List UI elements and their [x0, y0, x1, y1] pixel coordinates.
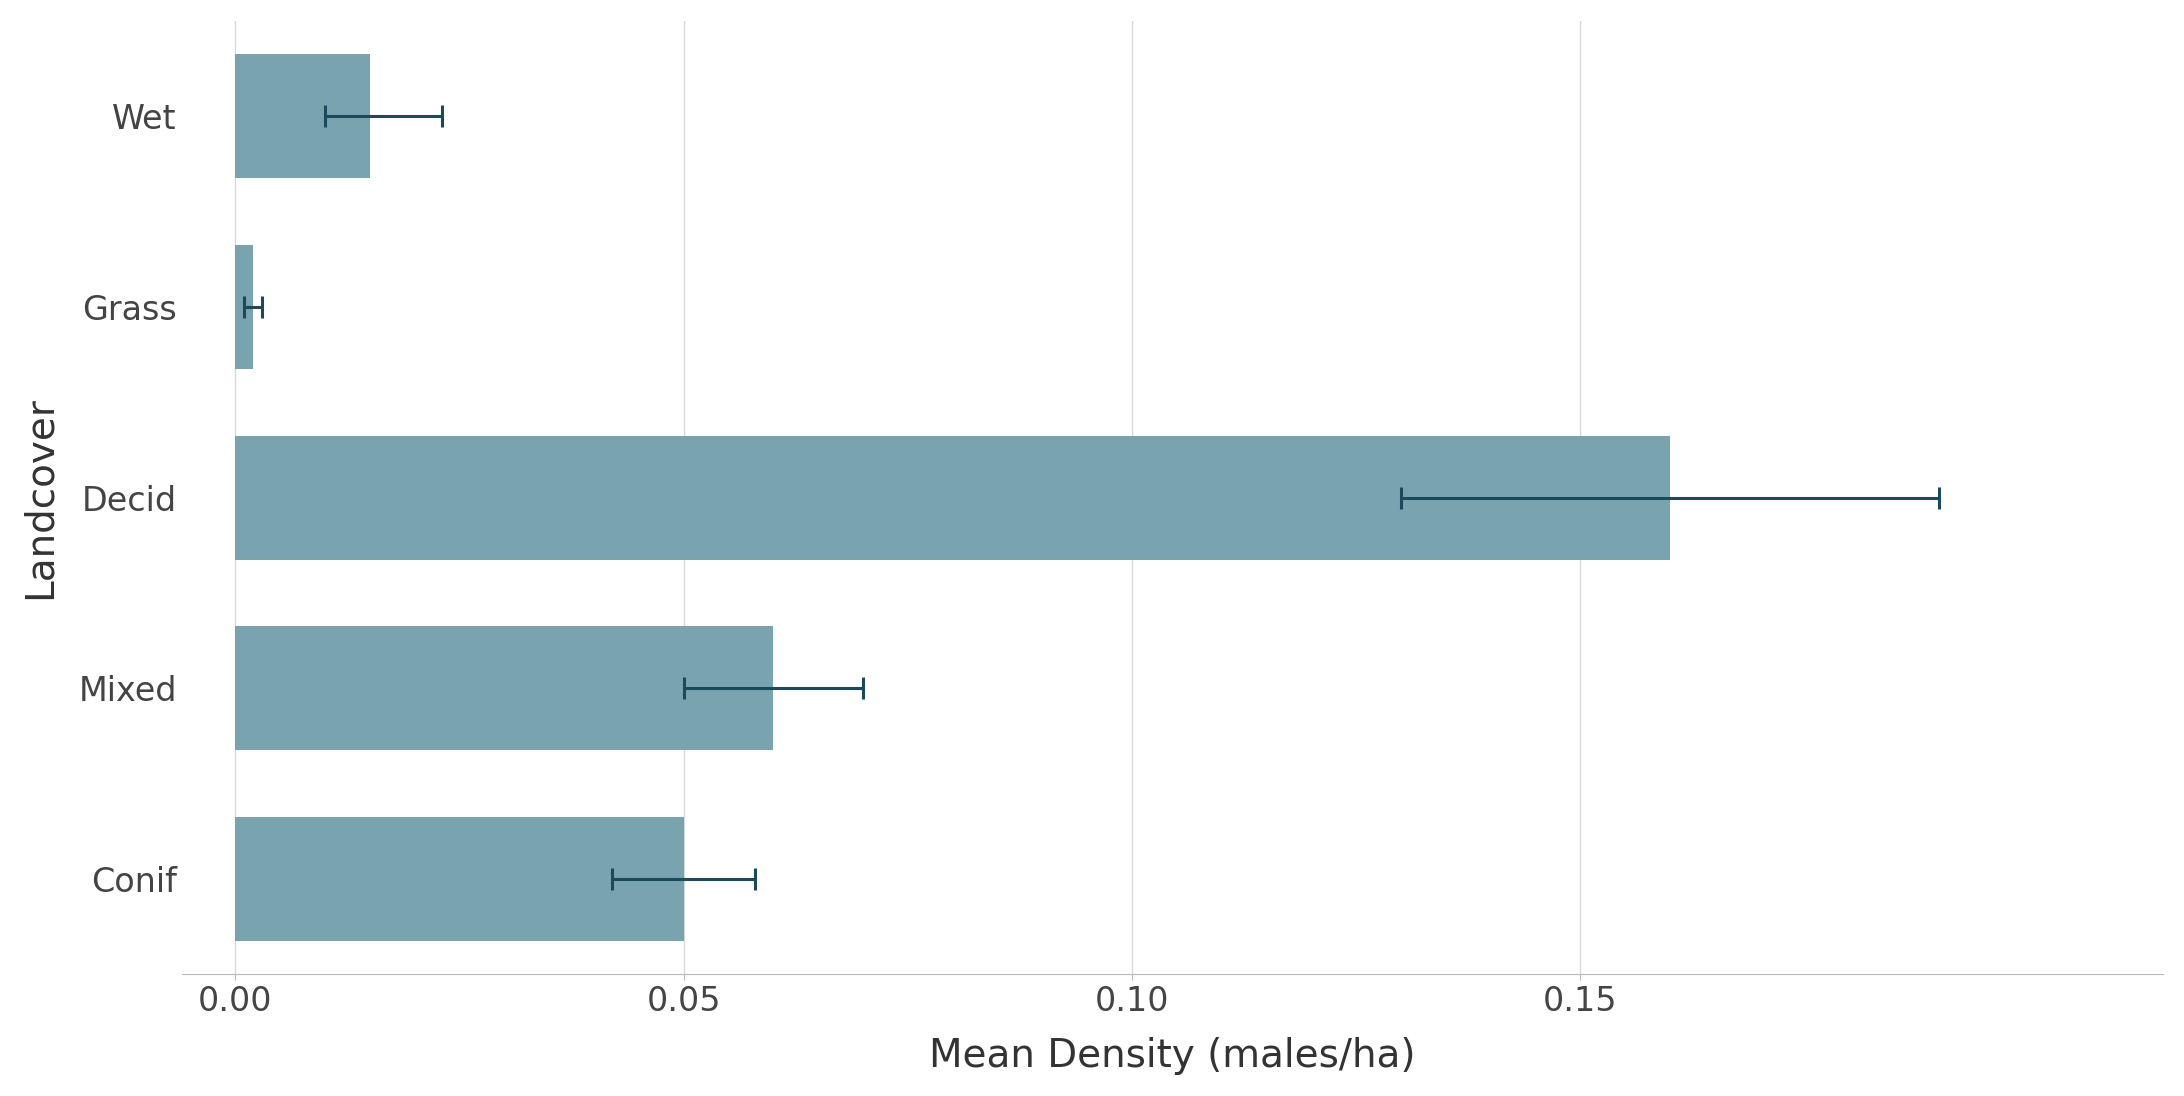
- Bar: [236, 817, 684, 941]
- Bar: [236, 244, 253, 369]
- Bar: [236, 54, 369, 179]
- Y-axis label: Landcover: Landcover: [22, 396, 59, 600]
- Bar: [236, 435, 1671, 560]
- X-axis label: Mean Density (males/ha): Mean Density (males/ha): [928, 1037, 1415, 1075]
- Bar: [236, 626, 773, 751]
